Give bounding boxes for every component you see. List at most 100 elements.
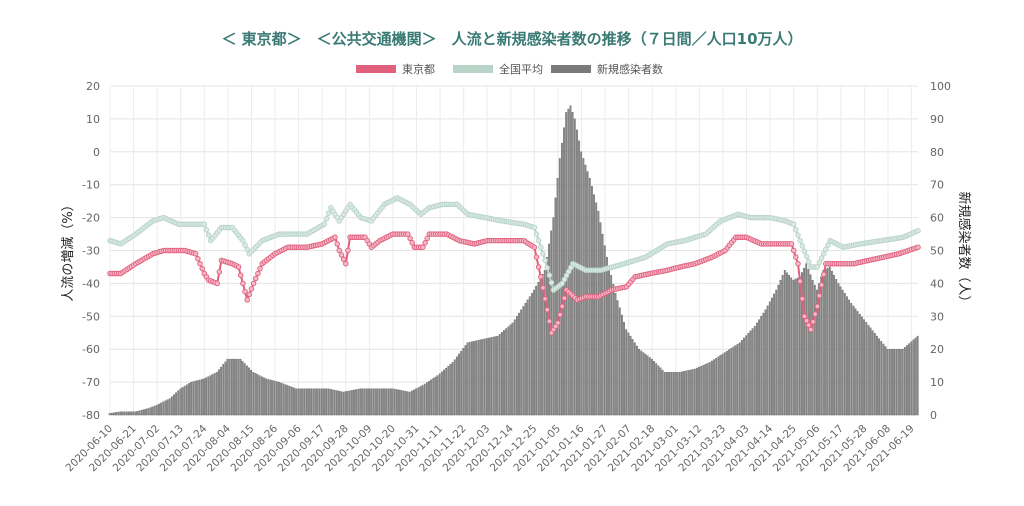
- bar: [612, 284, 615, 416]
- bar: [293, 387, 295, 416]
- bar: [158, 403, 160, 416]
- bar: [719, 355, 722, 416]
- bar: [741, 340, 743, 416]
- bar: [646, 355, 649, 416]
- legend-label: 新規感染者数: [597, 62, 663, 76]
- bar: [297, 388, 300, 416]
- legend-swatch: [551, 65, 591, 73]
- bar: [698, 366, 700, 416]
- bar: [115, 412, 118, 416]
- chart-title: ＜ 東京都＞ ＜公共交通機関＞ 人流と新規感染者数の推移（７日間／人口10万人）: [221, 30, 802, 48]
- bar: [393, 388, 396, 416]
- y-right-tick-label: 10: [930, 376, 944, 389]
- y-left-tick-label: -80: [82, 409, 100, 422]
- point: [823, 246, 829, 253]
- bar: [239, 358, 242, 416]
- legend-item[interactable]: 全国平均: [453, 62, 543, 76]
- bar: [618, 307, 621, 416]
- bar: [730, 348, 733, 416]
- bar: [779, 279, 782, 416]
- bar: [531, 293, 533, 416]
- bar: [760, 316, 763, 416]
- point: [407, 235, 413, 242]
- bar: [153, 405, 156, 416]
- bar: [475, 340, 478, 416]
- bar: [473, 341, 475, 416]
- bar: [258, 375, 261, 416]
- point: [546, 318, 553, 324]
- bar: [395, 389, 398, 416]
- y-left-tick-label: -20: [82, 212, 100, 225]
- bar: [648, 357, 651, 416]
- bar: [606, 256, 608, 416]
- bar: [440, 371, 443, 416]
- bar: [865, 322, 868, 416]
- bar: [453, 359, 456, 416]
- y-left-tick-label: -60: [82, 343, 100, 356]
- y-axis-left: 20 10 0 -10 -20 -30 -40 -50 -60 -70 -80: [82, 80, 100, 422]
- bar: [597, 210, 600, 416]
- bar: [290, 386, 293, 416]
- bar: [269, 379, 272, 416]
- bar: [666, 372, 668, 416]
- bar: [520, 309, 523, 416]
- y-left-tick-label: -40: [82, 277, 100, 290]
- bar: [751, 328, 754, 416]
- bar: [873, 333, 876, 416]
- point: [790, 247, 797, 254]
- y-left-tick-label: -10: [82, 179, 100, 192]
- bar: [241, 361, 244, 416]
- bar: [903, 347, 906, 416]
- bar: [419, 386, 422, 416]
- bar: [387, 388, 390, 416]
- bar: [468, 341, 471, 416]
- bar: [738, 342, 741, 416]
- bar: [477, 340, 480, 416]
- bar: [846, 296, 848, 416]
- point: [814, 264, 821, 270]
- bar: [391, 388, 394, 416]
- bar: [455, 356, 458, 416]
- bar: [434, 376, 437, 416]
- bar: [378, 388, 381, 416]
- bar: [320, 388, 323, 416]
- bar: [123, 411, 126, 416]
- bar: [625, 329, 628, 416]
- bar: [543, 270, 546, 416]
- legend-item[interactable]: 東京都: [356, 62, 435, 76]
- bar: [888, 349, 891, 416]
- point: [790, 221, 797, 227]
- bar: [831, 270, 833, 416]
- bar: [415, 388, 418, 416]
- point: [420, 244, 426, 250]
- point: [538, 274, 544, 280]
- y-right-tick-label: 80: [930, 146, 944, 159]
- bar: [580, 151, 583, 416]
- bar: [790, 277, 793, 416]
- y-right-tick-label: 50: [930, 245, 944, 258]
- bar: [181, 387, 184, 416]
- bar: [327, 388, 330, 416]
- point: [795, 232, 801, 238]
- point: [542, 296, 548, 302]
- bar: [355, 389, 358, 416]
- bar: [119, 411, 122, 416]
- point: [535, 237, 542, 244]
- legend[interactable]: 東京都 全国平均 新規感染者数: [356, 62, 663, 76]
- legend-item[interactable]: 新規感染者数: [551, 62, 663, 76]
- bar: [623, 322, 625, 416]
- bar: [117, 411, 120, 416]
- bar: [284, 384, 287, 416]
- point: [248, 286, 255, 292]
- bar: [803, 267, 805, 416]
- point: [242, 242, 248, 248]
- bar: [884, 346, 887, 416]
- point: [250, 280, 257, 287]
- bar: [185, 384, 188, 416]
- legend-label: 全国平均: [499, 62, 543, 76]
- bar: [651, 358, 653, 416]
- bar: [222, 364, 225, 416]
- legend-swatch: [356, 65, 396, 73]
- bar: [640, 350, 643, 416]
- y-left-tick-label: -50: [82, 310, 100, 323]
